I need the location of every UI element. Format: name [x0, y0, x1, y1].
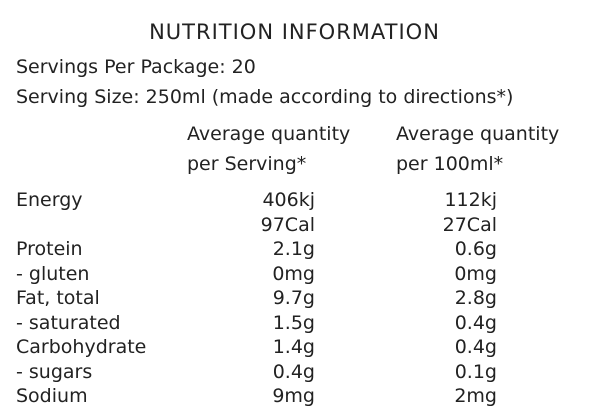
serving-size: Serving Size: 250ml (made according to d… — [16, 86, 514, 108]
per-100ml-value: 0.6g — [454, 238, 497, 260]
row-label: Sodium — [16, 385, 88, 407]
row-label: - saturated — [16, 311, 121, 334]
column-header: per 100ml* — [396, 153, 504, 175]
column-header: Average quantity — [396, 123, 560, 145]
per-serving-value: 406kj — [262, 189, 315, 211]
row-label: - sugars — [16, 360, 93, 383]
column-header: Average quantity — [187, 123, 351, 145]
per-serving-value: 9mg — [272, 385, 315, 407]
column-header: per Serving* — [187, 153, 307, 175]
row-label: Fat, total — [16, 287, 100, 309]
row-label: Energy — [16, 189, 83, 211]
servings-per-package: Servings Per Package: 20 — [16, 56, 256, 78]
per-serving-value: 1.5g — [272, 311, 315, 334]
row-label: - gluten — [16, 262, 90, 285]
per-100ml-value: 0.1g — [454, 360, 497, 383]
per-serving-value: 9.7g — [272, 287, 315, 309]
per-serving-value: 0.4g — [272, 360, 315, 383]
row-label: Protein — [16, 238, 83, 260]
per-100ml-value: 112kj — [444, 189, 497, 211]
per-serving-value: 2.1g — [272, 238, 315, 260]
per-100ml-value: 27Cal — [442, 213, 497, 236]
per-serving-value: 97Cal — [260, 213, 315, 236]
row-label: Carbohydrate — [16, 336, 147, 358]
per-serving-value: 0mg — [272, 262, 315, 285]
per-100ml-value: 2mg — [454, 385, 497, 407]
title: NUTRITION INFORMATION — [149, 20, 440, 44]
per-100ml-value: 0.4g — [454, 336, 497, 358]
per-100ml-value: 2.8g — [454, 287, 497, 309]
per-100ml-value: 0mg — [454, 262, 497, 285]
per-serving-value: 1.4g — [272, 336, 315, 358]
per-100ml-value: 0.4g — [454, 311, 497, 334]
